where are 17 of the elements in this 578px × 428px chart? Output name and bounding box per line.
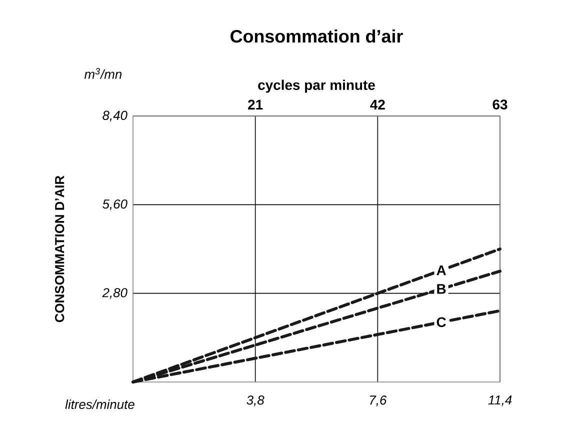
y-tick-label: 8,40 bbox=[102, 110, 128, 122]
y-axis-title: CONSOMMATION D’AIR bbox=[55, 176, 64, 322]
x-tick-label: 11,4 bbox=[488, 396, 512, 406]
series-label: A bbox=[436, 265, 446, 276]
x-tick-label: 7,6 bbox=[370, 396, 387, 406]
text: m$^{3}$/mn bbox=[84, 68, 122, 79]
series-label: B bbox=[437, 284, 446, 294]
y-tick-label: 5,60 bbox=[102, 199, 128, 210]
x-tick-label: 3,8 bbox=[246, 396, 264, 406]
x-axis-title: litres/minute bbox=[65, 400, 134, 410]
chart-title: Consommation d’air bbox=[230, 29, 403, 43]
series-label: C bbox=[436, 317, 446, 328]
x2-tick-label: 42 bbox=[370, 100, 385, 110]
y-tick-label: 2,80 bbox=[102, 288, 128, 299]
x2-tick-label: 21 bbox=[248, 100, 263, 110]
x2-axis-title: cycles par minute bbox=[258, 80, 375, 93]
x2-tick-label: 63 bbox=[492, 100, 508, 110]
